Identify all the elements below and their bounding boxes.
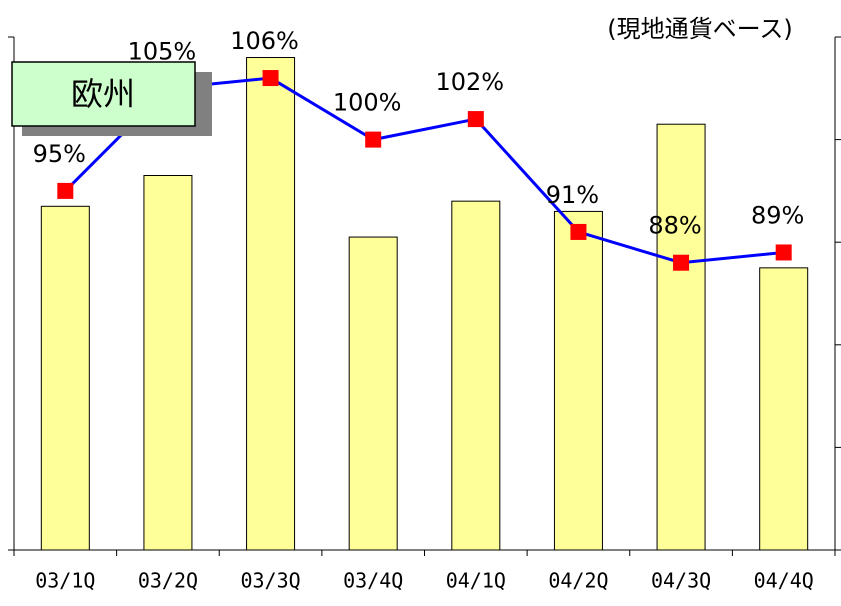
x-tick-label: 04/2Q [548,569,608,593]
marker [775,244,792,261]
bar [143,175,193,551]
bar [246,57,296,551]
bar [759,267,809,551]
x-tick-label: 03/4Q [343,569,403,593]
region-label: 欧州 [71,75,135,113]
value-label: 100% [333,89,402,117]
marker [673,254,690,271]
bar [553,210,603,551]
label-box [11,61,196,127]
value-label: 106% [230,27,299,55]
bar [40,205,90,551]
marker [467,111,484,128]
value-label: 95% [33,140,86,168]
marker [365,131,382,148]
value-label: 91% [546,181,599,209]
bar [656,123,706,551]
marker [57,182,74,199]
x-tick-label: 03/1Q [35,569,95,593]
value-label: 88% [648,212,701,240]
bar [348,236,398,551]
x-tick-label: 04/3Q [651,569,711,593]
x-tick-label: 03/2Q [138,569,198,593]
annotation: (現地通貨ベース) [607,15,793,43]
marker [570,223,587,240]
marker [262,70,279,87]
value-label: 102% [436,68,505,96]
x-tick-label: 03/3Q [240,569,300,593]
value-label: 89% [751,201,804,229]
bar [451,200,501,551]
x-tick-label: 04/1Q [446,569,506,593]
value-label: 105% [128,37,197,65]
x-tick-label: 04/4Q [754,569,814,593]
